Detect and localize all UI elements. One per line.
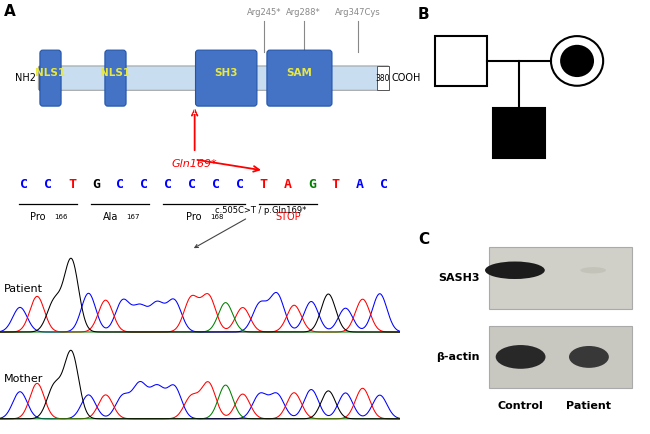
Bar [39,66,48,90]
Text: Arg245*: Arg245* [247,8,281,17]
Bar [489,326,632,388]
Text: COOH: COOH [392,73,421,83]
Ellipse shape [580,267,606,273]
Text: Pro: Pro [187,212,202,222]
Text: G: G [308,178,316,191]
FancyBboxPatch shape [38,66,389,90]
Bar [376,66,389,90]
Text: A: A [284,178,292,191]
Ellipse shape [496,345,545,369]
Text: Arg288*: Arg288* [286,8,321,17]
Ellipse shape [485,262,545,279]
Text: T: T [68,178,76,191]
Text: G: G [92,178,100,191]
Text: NLS1: NLS1 [100,68,131,78]
Text: C: C [20,178,28,191]
Text: C: C [212,178,220,191]
Text: Arg347Cys: Arg347Cys [335,8,380,17]
Text: Ala: Ala [103,212,118,222]
Ellipse shape [569,346,609,368]
FancyBboxPatch shape [196,50,257,106]
Text: 91: 91 [118,107,128,115]
Text: A: A [4,4,16,20]
FancyBboxPatch shape [40,50,61,106]
Text: c.505C>T / p.Gln169*: c.505C>T / p.Gln169* [195,206,307,247]
Text: Pro: Pro [31,212,46,222]
Text: SASH3: SASH3 [438,273,480,283]
Text: SH3: SH3 [214,68,238,78]
Text: T: T [332,178,340,191]
Text: 3: 3 [40,107,45,115]
Text: 316: 316 [322,107,337,115]
Text: NLS1: NLS1 [36,68,66,78]
Text: A: A [356,178,364,191]
Text: STOP: STOP [275,212,301,222]
Text: Patient: Patient [4,283,43,294]
Text: SAM: SAM [287,68,313,78]
FancyBboxPatch shape [105,50,126,106]
Circle shape [560,45,594,77]
Text: 168: 168 [210,214,224,220]
Text: 380: 380 [375,74,390,82]
Text: C: C [44,178,52,191]
Text: 234: 234 [247,107,261,115]
Text: 166: 166 [54,214,68,220]
Text: 167: 167 [126,214,139,220]
Text: 173: 173 [191,107,205,115]
Text: T: T [260,178,268,191]
Text: C: C [418,232,429,247]
Bar [489,247,632,309]
Text: C: C [164,178,172,191]
Text: C: C [380,178,388,191]
Text: NH2: NH2 [15,73,36,83]
Text: 1: 1 [41,74,46,82]
Text: C: C [188,178,196,191]
Text: C: C [116,178,124,191]
FancyBboxPatch shape [267,50,332,106]
Text: C: C [140,178,148,191]
Text: Patient: Patient [566,401,612,411]
Text: B: B [418,7,430,22]
Bar [435,36,487,86]
Text: Gln169*: Gln169* [172,160,218,170]
Bar [493,108,545,158]
Text: β-actin: β-actin [436,352,480,362]
Text: C: C [236,178,244,191]
Text: 20: 20 [53,107,63,115]
Text: Mother: Mother [4,374,44,384]
Text: 74: 74 [103,107,112,115]
Text: Control: Control [498,401,543,411]
Text: 251: 251 [263,107,277,115]
